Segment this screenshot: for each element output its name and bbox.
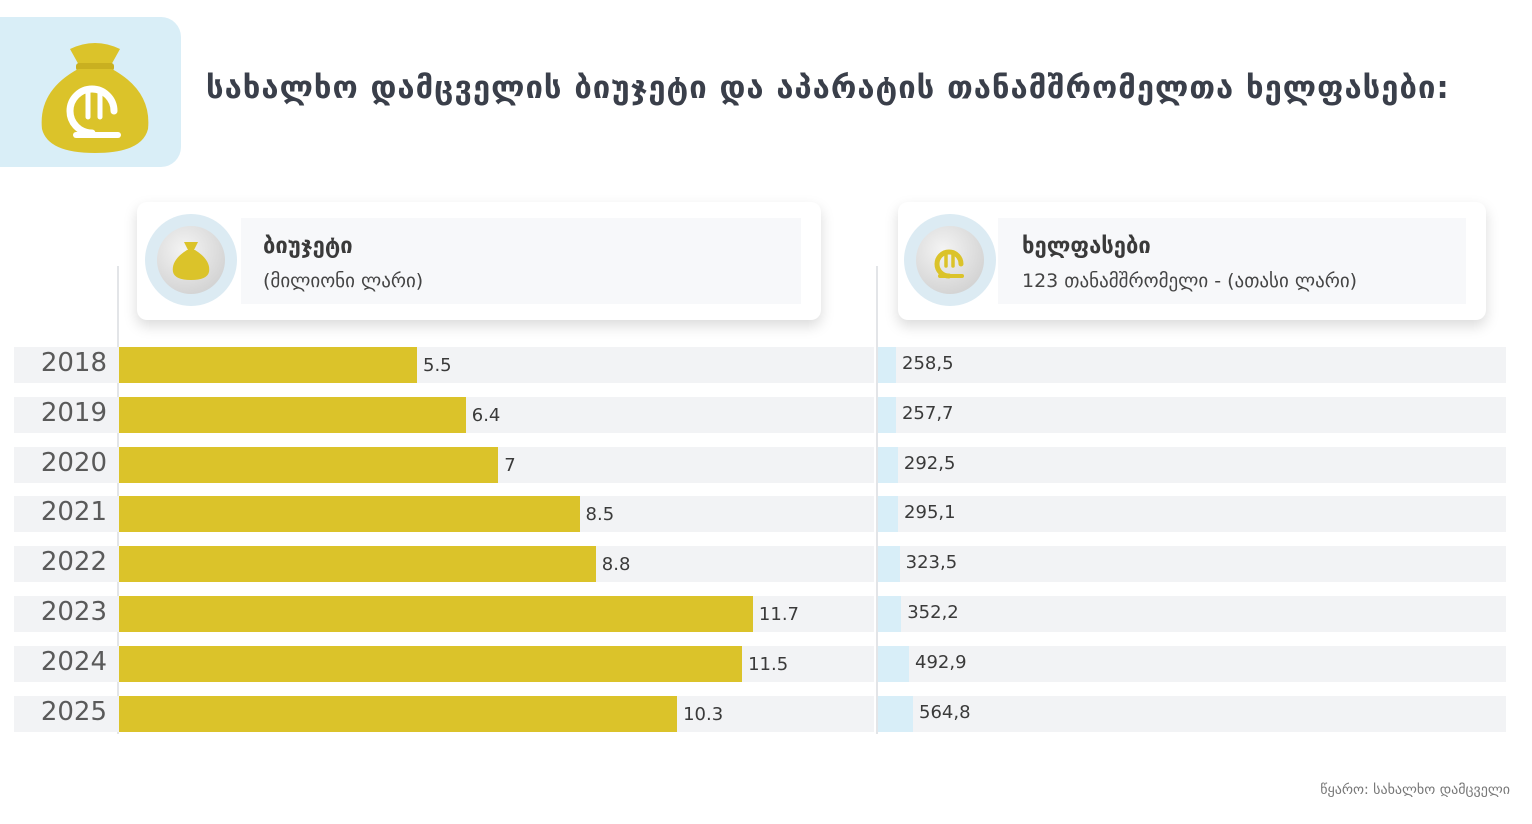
- salary-bar: [878, 396, 896, 433]
- year-label: 2024: [40, 646, 107, 677]
- budget-value-label: 7: [504, 454, 516, 476]
- salary-value-label: 292,5: [903, 452, 956, 474]
- salary-axis-line: [876, 266, 878, 734]
- salary-value-label: 564,8: [919, 701, 971, 723]
- salary-row-background: [878, 645, 1506, 682]
- year-label: 2020: [40, 447, 107, 478]
- budget-value-label: 8.8: [601, 554, 631, 576]
- budget-header-card: ბიუჯეტი (მილიონი ლარი): [137, 202, 821, 320]
- salary-badge: [904, 214, 996, 306]
- budget-bar: [119, 347, 417, 383]
- year-label: 2019: [40, 397, 107, 428]
- budget-value-label: 8.5: [585, 504, 615, 526]
- source-note: წყარო: სახალხო დამცველი: [1320, 782, 1510, 798]
- year-label: 2018: [40, 348, 107, 378]
- budget-value-label: 11.7: [758, 604, 799, 625]
- salary-value-label: 257,7: [901, 402, 954, 424]
- salary-row-background: [878, 596, 1506, 632]
- salary-value-label: 258,5: [902, 353, 954, 374]
- budget-title: ბიუჯეტი: [263, 234, 353, 259]
- salary-bar: [878, 546, 900, 583]
- salary-bar: [878, 596, 902, 632]
- budget-value-label: 10.3: [683, 703, 724, 725]
- budget-bar: [119, 596, 753, 632]
- salary-row-background: [878, 496, 1506, 533]
- budget-subtitle: (მილიონი ლარი): [263, 270, 424, 292]
- budget-bar: [119, 546, 596, 583]
- page-title: სახალხო დამცველის ბიუჯეტი და აპარატის თა…: [206, 70, 1450, 106]
- salary-bar: [878, 645, 910, 682]
- salary-row-background: [878, 695, 1506, 732]
- salary-row-background: [878, 347, 1506, 383]
- budget-value-label: 11.5: [748, 653, 789, 675]
- salary-bar: [878, 446, 898, 483]
- money-bag-lari-icon: [41, 43, 149, 153]
- budget-card-inner: [241, 218, 801, 304]
- salary-title: ხელფასები: [1022, 234, 1151, 259]
- year-label: 2025: [40, 696, 107, 727]
- budget-bar: [119, 645, 743, 682]
- salary-card-inner: [998, 218, 1466, 304]
- salary-subtitle: 123 თანამშრომელი - (ათასი ლარი): [1022, 270, 1358, 292]
- logo-panel: [0, 17, 181, 167]
- budget-badge: [145, 214, 237, 306]
- salary-value-label: 295,1: [904, 502, 956, 524]
- salary-value-label: 323,5: [905, 552, 958, 574]
- salary-bar: [878, 695, 913, 732]
- budget-value-label: 6.4: [471, 404, 501, 426]
- year-label: 2022: [40, 547, 107, 578]
- year-label: 2021: [40, 497, 107, 528]
- year-label: 2023: [40, 597, 107, 627]
- money-bag-icon: [172, 242, 210, 280]
- salary-bar: [878, 496, 899, 533]
- salary-value-label: 352,2: [907, 602, 959, 623]
- salary-row-background: [878, 396, 1506, 433]
- budget-bar: [119, 446, 499, 483]
- budget-bar: [119, 496, 580, 533]
- salary-header-card: ხელფასები 123 თანამშრომელი - (ათასი ლარი…: [898, 202, 1486, 320]
- budget-bar: [119, 396, 466, 433]
- salary-bar: [878, 347, 897, 383]
- budget-bar: [119, 695, 678, 732]
- salary-value-label: 492,9: [915, 651, 967, 673]
- budget-value-label: 5.5: [423, 355, 452, 376]
- lari-coin-icon: [934, 249, 964, 279]
- salary-row-background: [878, 546, 1506, 583]
- salary-row-background: [878, 446, 1506, 483]
